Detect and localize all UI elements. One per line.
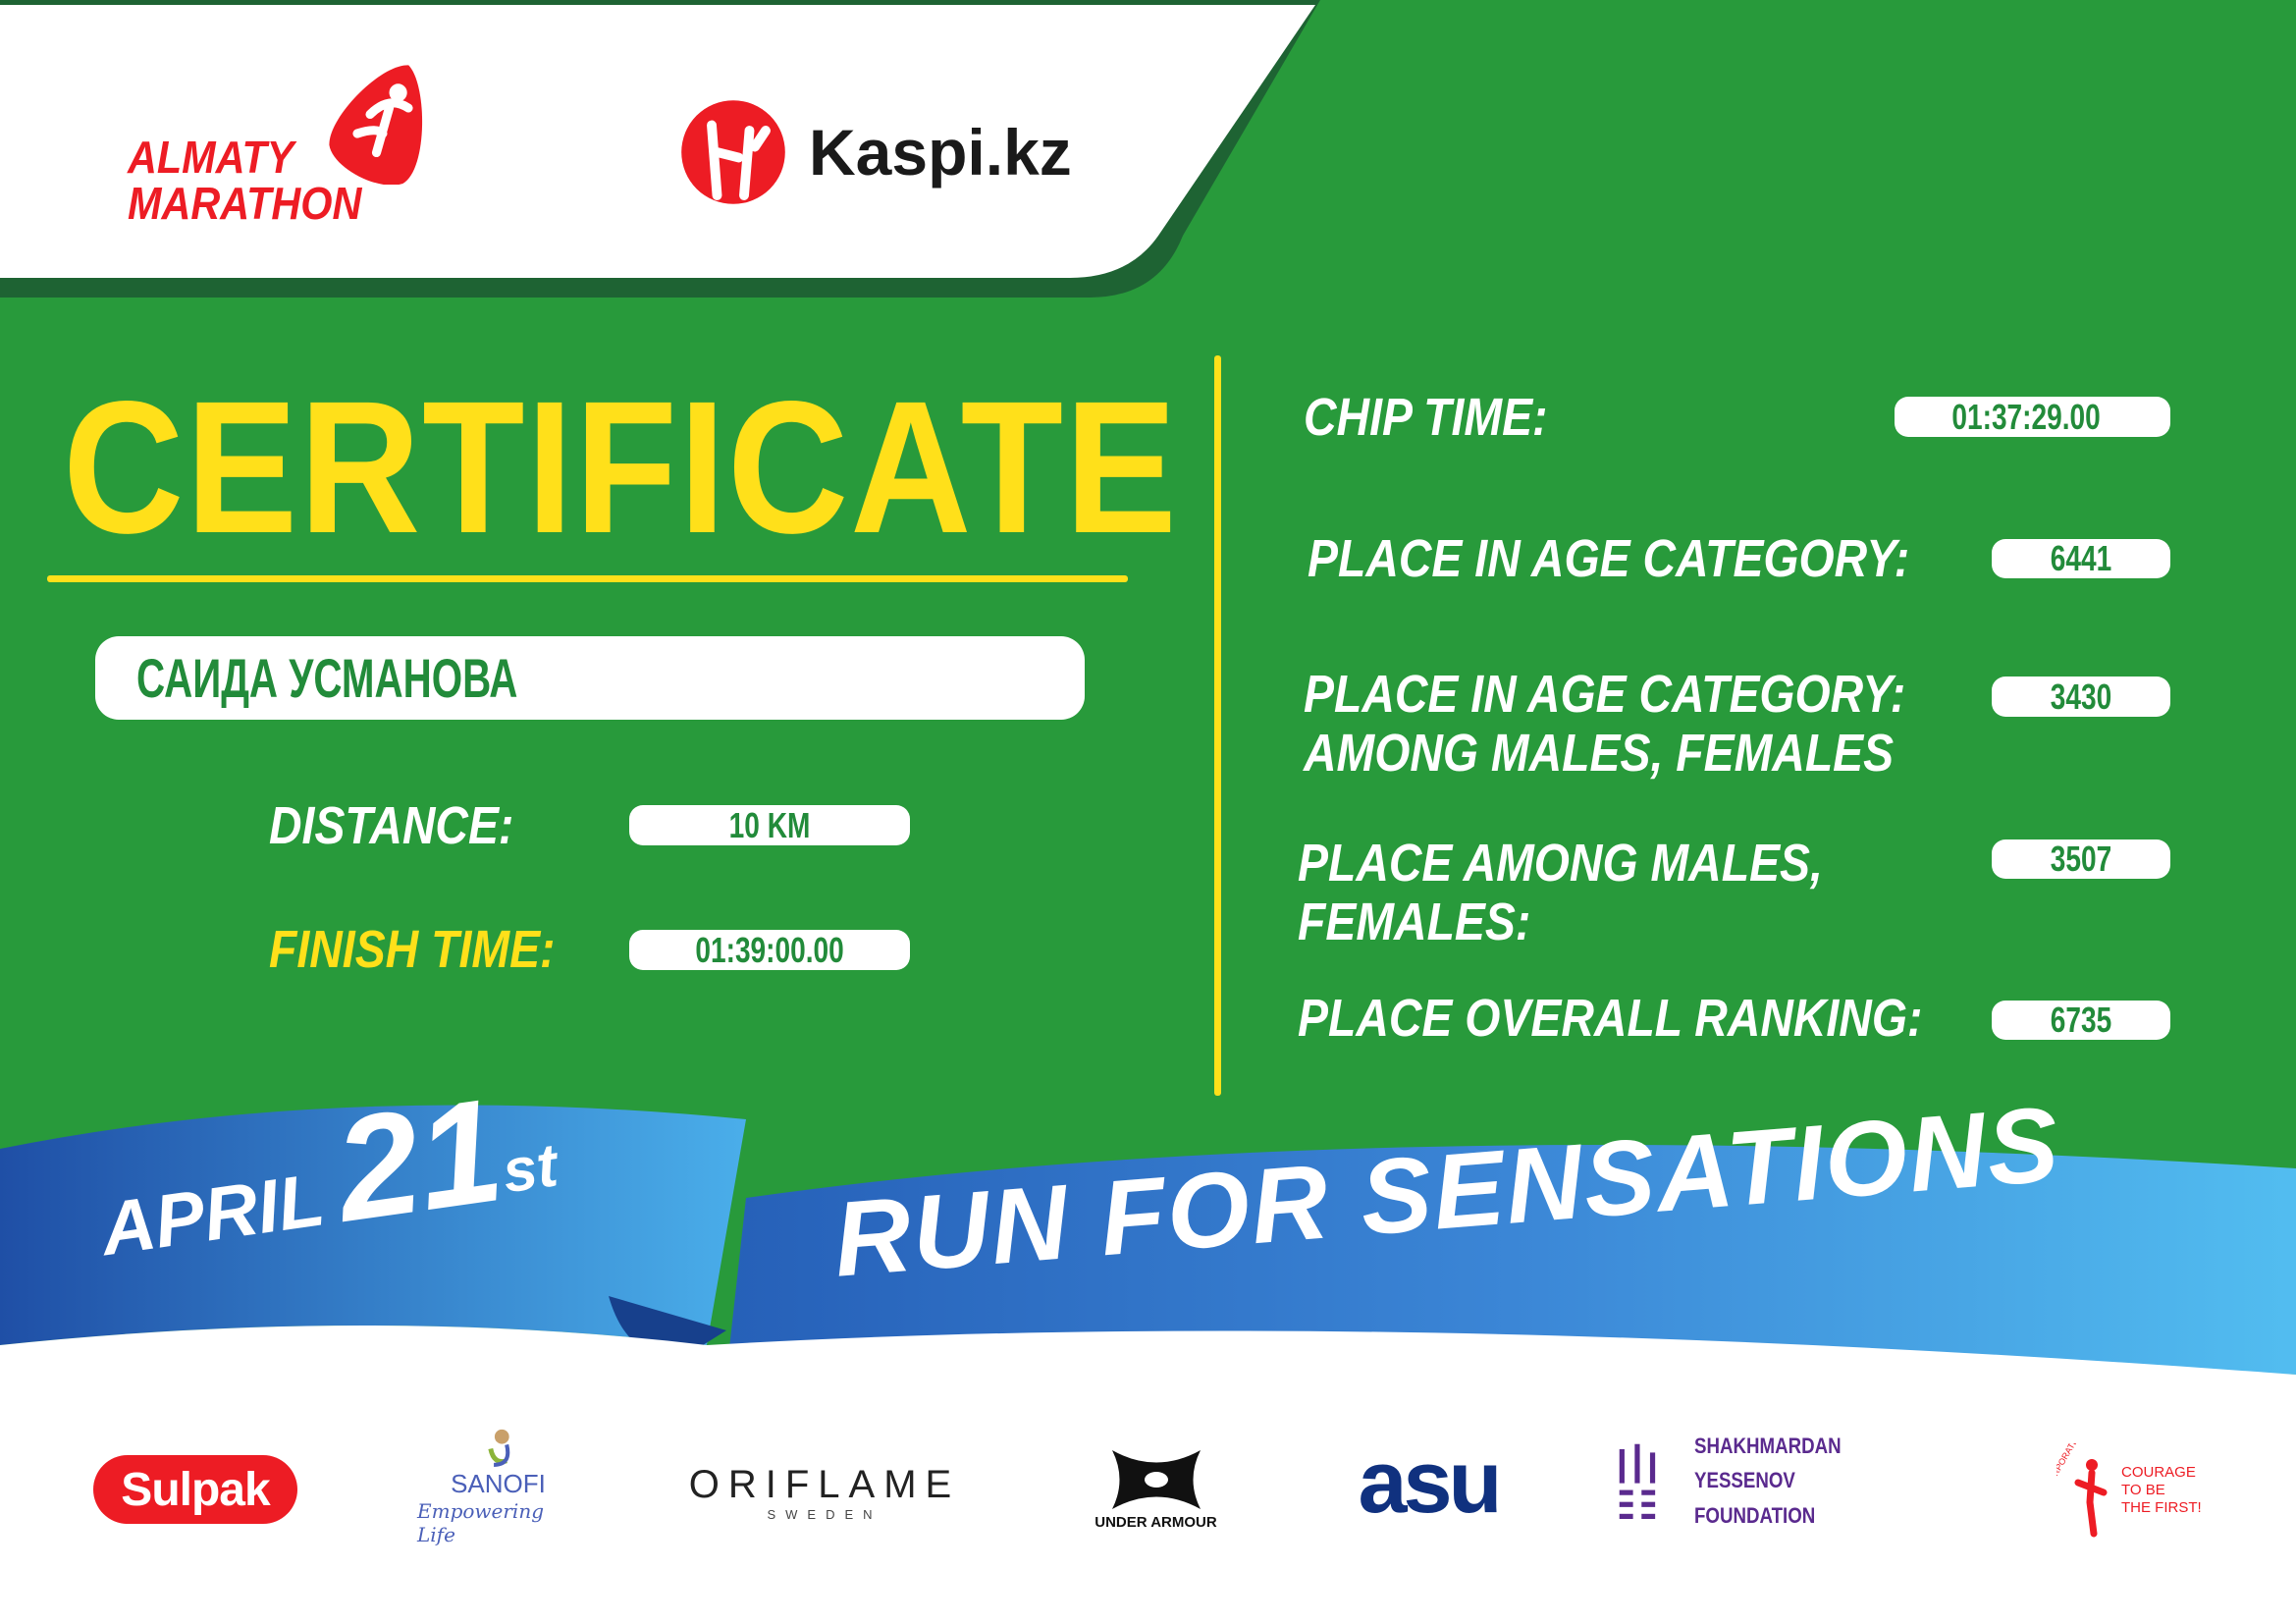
kaspi-family-icon [681, 100, 785, 204]
gender-value: 3507 [1992, 839, 2170, 879]
age-gender-label-line2: AMONG MALES, FEMALES [1304, 724, 1895, 783]
overall-ranking-value: 6735 [1992, 1000, 2170, 1040]
age-category-label: PLACE IN AGE CATEGORY: [1308, 529, 1910, 588]
yessenov-foundation-logo: SHAKHMARDAN YESSENOV FOUNDATION [1618, 1434, 1951, 1528]
gender-label-line2: FEMALES: [1298, 893, 1531, 951]
courage-line1: COURAGE [2121, 1464, 2196, 1481]
under-armour-icon [1111, 1449, 1201, 1509]
kaspi-logo: Kaspi.kz [679, 98, 1072, 206]
yessenov-line1: SHAKHMARDAN YESSENOV [1693, 1434, 1842, 1493]
almaty-marathon-logo: ALMATY MARATHON [128, 57, 461, 234]
date-month: APRIL [95, 1158, 330, 1272]
yessenov-line2: FOUNDATION [1693, 1502, 1815, 1528]
almaty-marathon-text-line1: ALMATY [128, 132, 294, 183]
under-armour-logo: UNDER ARMOUR [1070, 1438, 1242, 1537]
participant-name: САИДА УСМАНОВА [136, 647, 518, 709]
almaty-marathon-text-line2: MARATHON [128, 178, 362, 229]
distance-value: 10 KM [629, 805, 910, 845]
sanofi-logo: SANOFI Empowering Life [417, 1429, 579, 1546]
finish-time-label: FINISH TIME: [269, 920, 556, 979]
age-gender-value: 3430 [1992, 677, 2170, 717]
overall-ranking-label: PLACE OVERALL RANKING: [1298, 989, 1923, 1048]
date-suffix: st [498, 1131, 562, 1207]
kaspi-text: Kaspi.kz [809, 116, 1072, 189]
distance-label: DISTANCE: [269, 796, 514, 855]
finish-time-value: 01:39:00.00 [629, 930, 910, 970]
courage-fund-logo: CORPORATE FUND COURAGE TO BE THE FIRST! [2056, 1441, 2214, 1540]
courage-line3: THE FIRST! [2121, 1499, 2202, 1516]
chip-time-label: CHIP TIME: [1304, 388, 1548, 447]
sanofi-bird-icon [487, 1429, 509, 1467]
age-category-value: 6441 [1992, 538, 2170, 578]
runner-drop-icon [329, 65, 423, 185]
courage-line2: TO BE [2121, 1482, 2165, 1498]
participant-name-field: САИДА УСМАНОВА [95, 636, 1085, 720]
age-gender-label-line1: PLACE IN AGE CATEGORY: [1304, 665, 1906, 724]
certificate-title: CERTIFICATE [63, 361, 1179, 572]
yessenov-icon [1619, 1443, 1656, 1520]
gender-label-line1: PLACE AMONG MALES, [1298, 834, 1823, 893]
asu-logo: asu [1358, 1434, 1502, 1532]
date-day: 21 [326, 1066, 511, 1253]
courage-runner-icon: CORPORATE FUND [2056, 1443, 2108, 1538]
chip-time-value: 01:37:29.00 [1895, 397, 2170, 437]
oriflame-logo: ORIFLAME SWEDEN [688, 1463, 961, 1522]
sulpak-logo: Sulpak [93, 1455, 297, 1524]
